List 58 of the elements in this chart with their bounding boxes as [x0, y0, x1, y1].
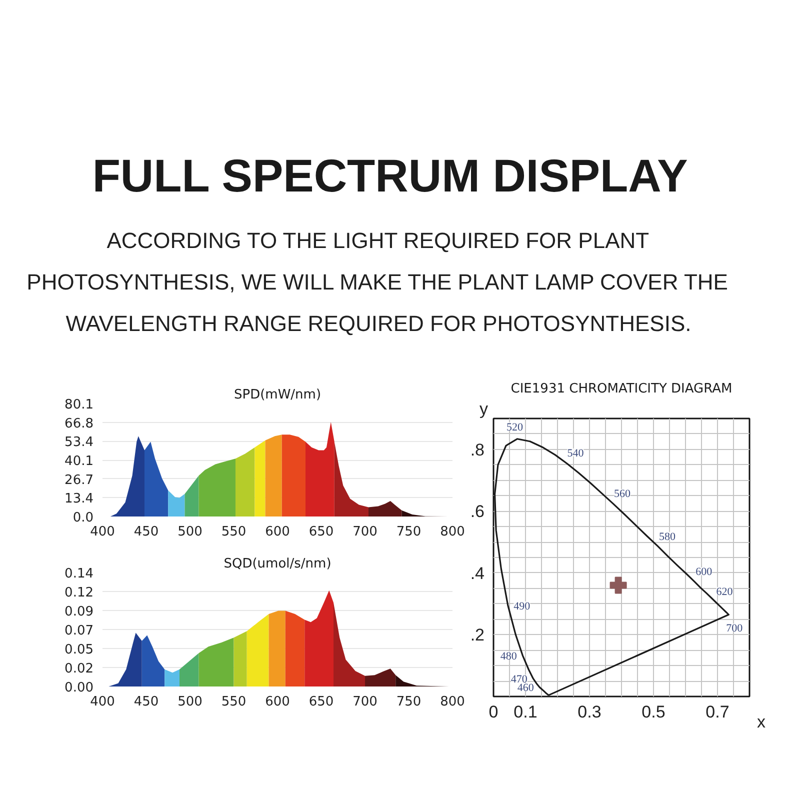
annotation: 480	[500, 650, 518, 662]
y-tick-label: .2	[470, 626, 485, 645]
y-tick-label: .4	[470, 564, 485, 583]
x-tick-label: 0.7	[706, 702, 730, 722]
y-tick-label: 66.8	[64, 416, 94, 432]
text: ACCORDING TO THE LIGHT REQUIRED FOR PLANT PHOTOSYNTHESIS, WE WILL MAKE THE PLANT LAMP COVER THE WAVELENGTH RANGE REQUIRED FOR PHOTOSYNTHESIS.	[26, 228, 728, 336]
y-tick-label: 0.00	[64, 680, 94, 696]
y-tick-label: 0.0	[72, 510, 94, 526]
x-tick-label: 450	[134, 524, 159, 540]
y-tick-label: 0.05	[64, 642, 94, 658]
annotation: 700	[726, 622, 744, 634]
x-tick-label: 650	[308, 524, 334, 540]
x-tick-label: 600	[265, 694, 290, 710]
chart-title: SPD(mW/nm)	[234, 388, 322, 402]
annotation: 540	[567, 447, 584, 460]
x-tick-label: 500	[178, 524, 202, 540]
x-tick-label: 500	[178, 694, 202, 710]
y-tick-label: 53.4	[64, 435, 94, 450]
annotation: 600	[696, 566, 713, 578]
x-tick-label: 800	[440, 524, 465, 540]
y-tick-label: 26.7	[64, 472, 94, 488]
text: FULL SPECTRUM DISPLAY	[92, 150, 688, 202]
x-axis-title: x	[757, 712, 766, 732]
chart-title: CIE1931 CHROMATICITY DIAGRAM	[510, 382, 732, 396]
annotation: 520	[506, 421, 524, 434]
x-tick-label: 550	[221, 524, 246, 540]
x-tick-label: 750	[396, 694, 422, 710]
x-tick-label: 0.3	[578, 702, 602, 722]
x-tick-label: 800	[440, 694, 465, 710]
x-tick-label: 0	[488, 702, 498, 722]
annotation: 460	[517, 682, 534, 694]
x-tick-label: 650	[308, 694, 334, 710]
annotation: 560	[614, 488, 631, 500]
y-axis-title: y	[480, 400, 488, 418]
x-tick-label: 700	[352, 694, 378, 710]
y-tick-label: 0.07	[64, 624, 94, 638]
y-tick-label: 0.12	[64, 585, 94, 600]
x-tick-label: 550	[221, 694, 246, 710]
x-tick-label: 600	[265, 524, 290, 540]
x-tick-label: 0.5	[642, 702, 666, 722]
x-tick-label: 0.1	[514, 702, 538, 722]
x-tick-label: 750	[396, 524, 422, 540]
x-tick-label: 400	[90, 694, 115, 710]
annotation: 620	[716, 586, 734, 598]
y-tick-label: 80.1	[64, 398, 94, 412]
y-tick-label: .6	[470, 502, 485, 522]
y-tick-label: 0.14	[64, 566, 94, 582]
x-tick-label: 700	[352, 524, 378, 540]
y-tick-label: 13.4	[64, 492, 94, 507]
annotation: 490	[514, 600, 531, 612]
y-tick-label: 0.09	[64, 604, 94, 620]
x-tick-label: 450	[134, 694, 159, 710]
y-tick-label: 0.02	[64, 662, 94, 677]
y-tick-label: .8	[470, 440, 485, 460]
x-tick-label: 400	[90, 524, 115, 540]
y-tick-label: 40.1	[64, 454, 94, 469]
chart-title: SQD(umol/s/nm)	[224, 556, 332, 572]
annotation: 580	[659, 530, 676, 543]
